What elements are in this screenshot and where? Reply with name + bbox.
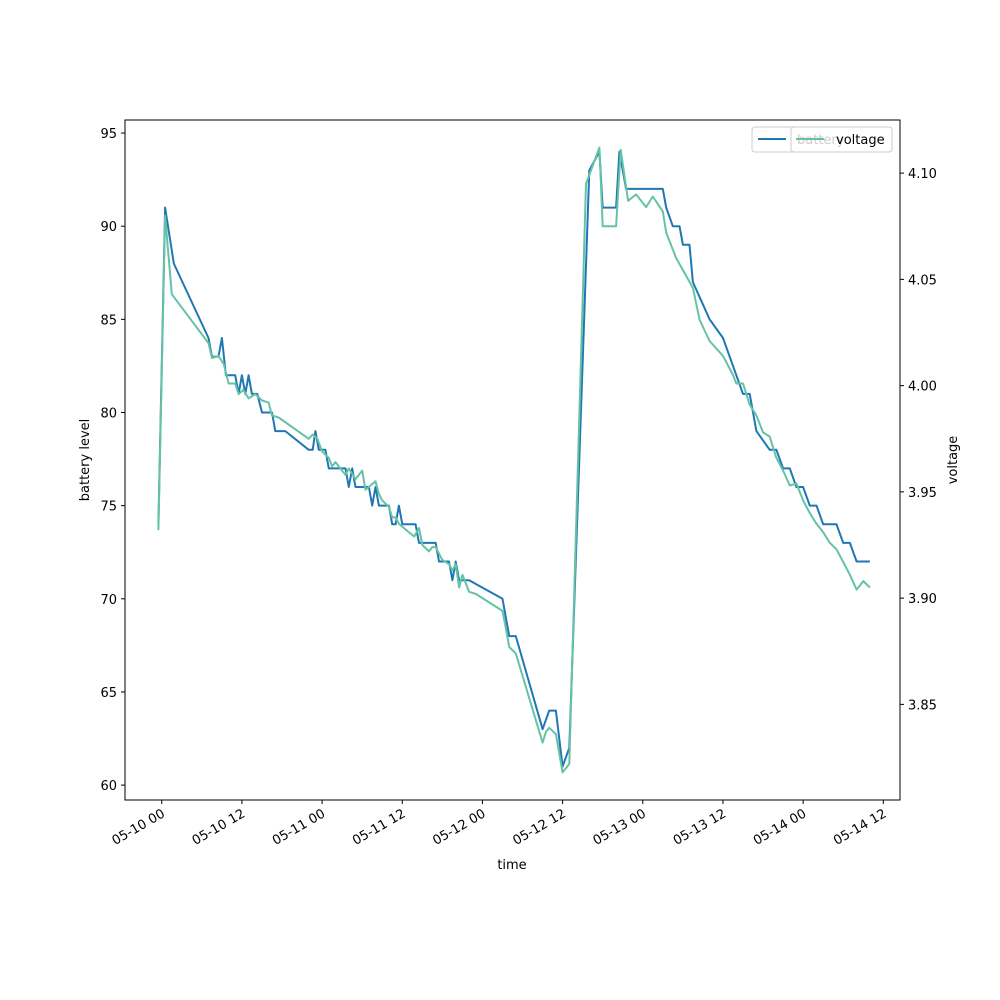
y-axis-left: 60 65 70 75 80 85 90 95 bbox=[100, 127, 125, 794]
y-right-tick-label: 3.90 bbox=[908, 592, 937, 607]
y-left-tick-label: 75 bbox=[100, 500, 117, 515]
y-right-tick-label: 4.00 bbox=[908, 380, 937, 395]
y-right-tick-label: 4.05 bbox=[908, 273, 937, 288]
legend-voltage: voltage bbox=[790, 126, 893, 153]
legend-voltage-box bbox=[790, 126, 893, 153]
x-axis-title: time bbox=[497, 858, 526, 873]
y-left-tick-label: 70 bbox=[100, 593, 117, 608]
y-left-tick-label: 90 bbox=[100, 220, 117, 235]
plot-lines bbox=[157, 146, 871, 774]
y-left-tick-label: 85 bbox=[100, 313, 117, 328]
y-left-tick-label: 95 bbox=[100, 127, 117, 142]
y-right-tick-label: 3.85 bbox=[908, 698, 937, 713]
y-axis-right: 3.85 3.90 3.95 4.00 4.05 4.10 bbox=[900, 167, 937, 713]
series-line-battery bbox=[157, 150, 870, 768]
y-left-tick-label: 80 bbox=[100, 406, 117, 421]
y-left-tick-label: 65 bbox=[100, 686, 117, 701]
y-left-tick-label: 60 bbox=[100, 779, 117, 794]
legend-voltage-label: voltage bbox=[836, 133, 885, 148]
y-right-tick-label: 3.95 bbox=[908, 486, 937, 501]
y-left-axis-title: battery level bbox=[78, 419, 93, 502]
y-right-tick-label: 4.10 bbox=[908, 167, 937, 182]
series-line-voltage bbox=[157, 146, 871, 774]
y-right-axis-title: voltage bbox=[946, 436, 961, 485]
plot-frame bbox=[124, 119, 901, 801]
